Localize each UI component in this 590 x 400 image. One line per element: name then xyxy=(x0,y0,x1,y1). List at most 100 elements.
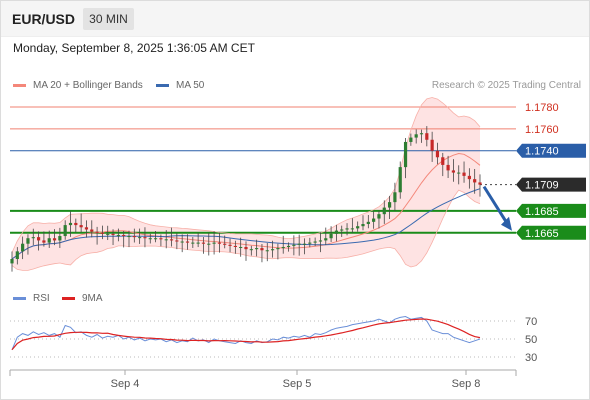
candle-body xyxy=(63,225,67,237)
candle xyxy=(191,237,195,248)
legend-rsi-ma-label: 9MA xyxy=(82,293,103,304)
candle xyxy=(239,237,243,257)
candle-body xyxy=(281,246,285,249)
candle-body xyxy=(244,246,248,250)
candle xyxy=(26,234,30,255)
candle xyxy=(393,182,397,212)
candle xyxy=(153,231,158,243)
candle xyxy=(292,235,296,256)
candle xyxy=(473,168,477,194)
candle-body xyxy=(180,241,184,243)
candle-body xyxy=(270,249,275,251)
candle-body xyxy=(393,192,397,203)
candle-body xyxy=(116,234,120,236)
candle xyxy=(84,220,89,238)
projection-arrow-head xyxy=(501,216,512,231)
candle-body xyxy=(292,244,296,246)
candle xyxy=(366,215,370,229)
candle xyxy=(372,211,376,229)
candle xyxy=(36,231,41,251)
x-tick-label: Sep 4 xyxy=(111,378,140,390)
legend-bollinger: MA 20 + Bollinger Bands xyxy=(13,80,143,91)
candle xyxy=(308,237,312,248)
time-axis: Sep 4 Sep 5 Sep 8 xyxy=(9,369,517,390)
candle xyxy=(318,232,323,253)
candle-body xyxy=(334,230,339,234)
legend-rsi-swatch xyxy=(13,297,26,300)
support-1-tag xyxy=(516,203,586,218)
candle-body xyxy=(302,243,307,245)
candle-body xyxy=(318,240,323,242)
candle-body xyxy=(260,248,264,251)
candle-body xyxy=(233,245,237,247)
candle xyxy=(58,227,62,248)
candle-body xyxy=(340,229,344,231)
candle-body xyxy=(217,242,222,244)
candle-body xyxy=(265,250,269,252)
candle xyxy=(457,165,461,185)
candle-body xyxy=(153,238,158,240)
candle-body xyxy=(106,233,110,235)
candle-body xyxy=(36,237,41,241)
last-price-tag xyxy=(516,177,586,192)
candle xyxy=(52,229,57,246)
candle-body xyxy=(74,222,78,226)
rsi-line xyxy=(11,315,481,350)
bollinger-upper-line xyxy=(11,97,481,253)
support-2-label: 1.1665 xyxy=(525,228,559,240)
candle xyxy=(270,240,275,258)
rsi-ma-line xyxy=(11,318,481,351)
candle-body xyxy=(84,227,89,230)
candle xyxy=(111,229,115,245)
candle xyxy=(47,230,51,248)
candle xyxy=(446,155,450,179)
candle xyxy=(127,230,131,248)
candle xyxy=(148,233,152,244)
candle-body xyxy=(467,175,471,180)
candle xyxy=(10,251,14,272)
candle-body xyxy=(47,238,51,243)
candle xyxy=(169,227,174,247)
candle xyxy=(398,161,402,199)
candle-body xyxy=(111,233,115,235)
legend-bollinger-swatch xyxy=(13,84,26,87)
candle-body xyxy=(138,237,142,239)
candle-body xyxy=(462,172,466,176)
pivot-label: 1.1740 xyxy=(525,146,559,158)
candle-body xyxy=(457,172,461,174)
candle-body xyxy=(143,237,147,239)
candle xyxy=(340,225,344,237)
candle xyxy=(185,234,190,250)
candle xyxy=(201,236,206,254)
candle-body xyxy=(308,242,312,244)
legend-bollinger-label: MA 20 + Bollinger Bands xyxy=(33,80,143,91)
candle xyxy=(377,210,381,229)
candle-body xyxy=(478,182,482,185)
candle xyxy=(419,129,424,143)
interval-button[interactable]: 30 MIN xyxy=(83,8,134,30)
candle xyxy=(350,218,354,233)
candle xyxy=(31,228,35,246)
candle-body xyxy=(185,241,190,243)
candle xyxy=(122,230,126,248)
candle xyxy=(138,228,142,244)
candle xyxy=(435,142,440,165)
candle xyxy=(79,213,83,233)
candle-body xyxy=(31,237,35,239)
candle-body xyxy=(356,226,360,229)
candle xyxy=(345,223,349,236)
candle xyxy=(244,241,248,261)
candle xyxy=(430,131,434,162)
candle-body xyxy=(425,133,429,140)
candle-body xyxy=(239,246,243,248)
candle xyxy=(233,240,237,254)
candle xyxy=(21,236,25,260)
candle-body xyxy=(15,251,19,260)
candle xyxy=(313,237,317,247)
candle-body xyxy=(324,238,328,241)
candle-body xyxy=(297,243,301,245)
candle-body xyxy=(196,242,200,244)
candle xyxy=(281,235,285,254)
candle xyxy=(276,243,280,260)
candle-body xyxy=(207,243,211,245)
